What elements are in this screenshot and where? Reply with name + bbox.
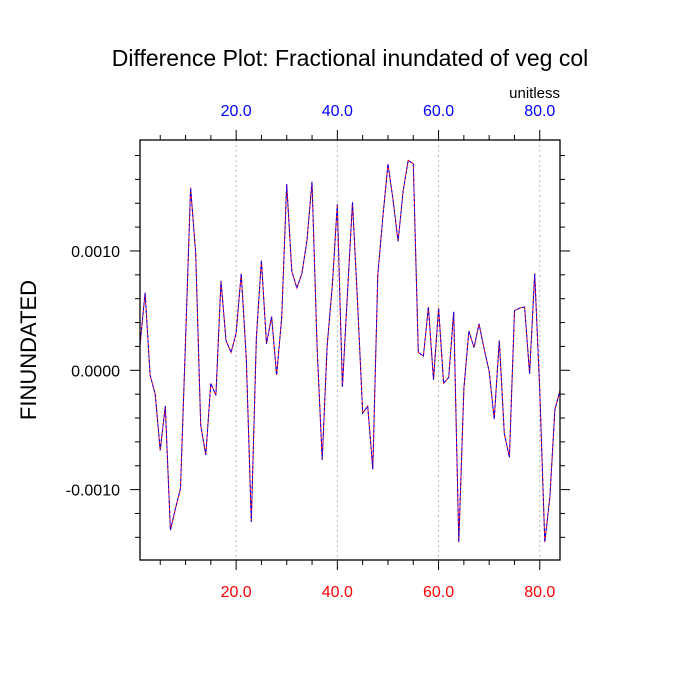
- x-tick-label-bottom: 60.0: [423, 584, 454, 601]
- x-tick-label-bottom: 80.0: [524, 584, 555, 601]
- grid-lines: [235, 140, 541, 560]
- x-tick-label-top: 20.0: [221, 103, 252, 120]
- y-tick-label: 0.0000: [71, 363, 120, 380]
- chart-title: Difference Plot: Fractional inundated of…: [112, 45, 588, 71]
- series-line-primary: [139, 159, 561, 543]
- plot-frame: [139, 139, 561, 561]
- series-line-secondary: [139, 159, 561, 543]
- x-tick-label-top: 60.0: [423, 103, 454, 120]
- y-tick-label: 0.0010: [71, 244, 120, 261]
- tick-labels: 20.0 40.0 60.0 80.0 20.0 40.0 60.0 80.0 0.0010 0.…: [66, 103, 556, 601]
- axis-ticks: [130, 130, 570, 570]
- y-axis-label: FINUNDATED: [16, 280, 41, 420]
- x-tick-label-bottom: 40.0: [322, 584, 353, 601]
- units-label: unitless: [509, 85, 560, 102]
- x-tick-label-bottom: 20.0: [221, 584, 252, 601]
- x-tick-label-top: 80.0: [524, 103, 555, 120]
- x-tick-label-top: 40.0: [322, 103, 353, 120]
- series-group: [139, 159, 561, 543]
- y-tick-label: -0.0010: [66, 483, 120, 500]
